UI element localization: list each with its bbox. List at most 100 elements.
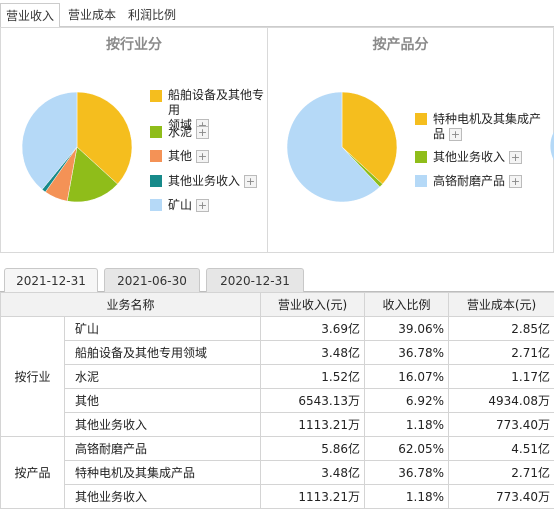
row-cost: 4.51亿 (448, 436, 554, 461)
legend-item-special-motor[interactable]: 特种电机及其集成产 品 + (433, 112, 541, 142)
legend-swatch (150, 126, 162, 138)
row-ratio: 36.78% (364, 340, 450, 365)
legend-label: 船舶设备及其他专用 (168, 88, 265, 117)
row-name: 其他业务收入 (63, 484, 262, 509)
table-header-row: 业务名称 营业收入(元) 收入比例 营业成本(元) (0, 292, 554, 317)
row-ratio: 6.92% (364, 388, 450, 413)
legend-item-high-chrome[interactable]: 高铬耐磨产品 + (433, 174, 523, 189)
tab-date-2021-06-30[interactable]: 2021-06-30 (104, 268, 200, 292)
legend-item-other[interactable]: 其他 + (168, 149, 210, 164)
legend-label: 其他 (168, 149, 193, 163)
legend-label: 高铬耐磨产品 (433, 174, 506, 188)
legend-label: 其他业务收入 (168, 174, 241, 188)
report-date-tab-bar: 2021-12-31 2021-06-30 2020-12-31 (0, 266, 554, 292)
row-cost: 1.17亿 (448, 364, 554, 389)
tab-cost[interactable]: 营业成本 (67, 8, 116, 22)
row-revenue: 3.69亿 (260, 316, 366, 341)
legend-swatch (415, 151, 427, 163)
legend-item-other-business[interactable]: 其他业务收入 + (433, 150, 523, 165)
table-row: 按产品 高铬耐磨产品 5.86亿 62.05% 4.51亿 (0, 436, 554, 509)
tab-revenue[interactable]: 营业收入 (0, 3, 60, 28)
row-ratio: 39.06% (364, 316, 450, 341)
row-name: 其他业务收入 (63, 412, 262, 437)
header-business-name: 业务名称 (0, 292, 262, 317)
header-cost[interactable]: 营业成本(元) (448, 292, 554, 317)
legend-label: 其他业务收入 (433, 150, 506, 164)
legend-swatch (150, 90, 162, 102)
legend-label: 特种电机及其集成产 (433, 112, 542, 126)
tab-profit-ratio[interactable]: 利润比例 (127, 8, 176, 22)
product-pie-chart (286, 91, 398, 203)
row-revenue: 1.52亿 (260, 364, 366, 389)
row-ratio: 36.78% (364, 460, 450, 485)
row-cost: 2.71亿 (448, 460, 554, 485)
table-row: 特种电机及其集成产品 3.48亿 36.78% 2.71亿 (1, 460, 554, 485)
legend-swatch (415, 175, 427, 187)
header-revenue[interactable]: 营业收入(元) (260, 292, 366, 317)
expand-icon[interactable]: + (196, 150, 210, 163)
pie-slice[interactable] (21, 91, 78, 190)
legend-swatch (150, 150, 162, 162)
legend-swatch (150, 175, 162, 187)
row-name: 高铬耐磨产品 (63, 436, 262, 461)
expand-icon[interactable]: + (244, 175, 258, 188)
row-revenue: 3.48亿 (260, 460, 366, 485)
expand-icon[interactable]: + (449, 128, 463, 141)
legend-label: 水泥 (168, 125, 193, 139)
group-label-industry: 按行业 (0, 316, 65, 437)
expand-icon[interactable]: + (509, 175, 523, 188)
pie-slice[interactable] (66, 146, 118, 203)
panel-title-product: 按产品分 (372, 37, 429, 53)
row-ratio: 1.18% (364, 484, 450, 509)
row-cost: 773.40万 (448, 412, 554, 437)
product-chart-panel: 按产品分 特种电机及其集成产 品 + 其他业务收入 + 高铬耐磨产品 + (267, 27, 554, 253)
group-label-product: 按产品 (0, 436, 65, 509)
legend-item-mining[interactable]: 矿山 + (168, 198, 210, 213)
table-row: 船舶设备及其他专用领域 3.48亿 36.78% 2.71亿 (1, 340, 554, 365)
table-row: 按行业 矿山 3.69亿 39.06% 2.85亿 (0, 316, 554, 437)
expand-icon[interactable]: + (196, 199, 210, 212)
tab-date-2021-12-31[interactable]: 2021-12-31 (4, 268, 98, 292)
row-name: 其他 (63, 388, 262, 413)
row-revenue: 1113.21万 (260, 484, 366, 509)
row-ratio: 16.07% (364, 364, 450, 389)
legend-swatch (150, 199, 162, 211)
table-row: 其他 6543.13万 6.92% 4934.08万 (1, 388, 554, 413)
top-tab-bar: 营业收入 营业成本 利润比例 (0, 0, 554, 28)
header-ratio[interactable]: 收入比例 (364, 292, 450, 317)
pie-slice[interactable] (76, 91, 133, 185)
business-composition-table: 业务名称 营业收入(元) 收入比例 营业成本(元) 按行业 矿山 3.69亿 3… (0, 292, 554, 509)
row-revenue: 3.48亿 (260, 340, 366, 365)
row-cost: 773.40万 (448, 484, 554, 509)
legend-swatch (415, 113, 427, 125)
row-cost: 4934.08万 (448, 388, 554, 413)
legend-item-cement[interactable]: 水泥 + (168, 125, 210, 140)
industry-pie-chart (21, 91, 133, 203)
expand-icon[interactable]: + (509, 151, 523, 164)
table-row: 其他业务收入 1113.21万 1.18% 773.40万 (1, 412, 554, 437)
pie-slice[interactable] (286, 91, 381, 203)
legend-item-other-business[interactable]: 其他业务收入 + (168, 174, 258, 189)
row-cost: 2.71亿 (448, 340, 554, 365)
row-revenue: 5.86亿 (260, 436, 366, 461)
tab-date-2020-12-31[interactable]: 2020-12-31 (206, 268, 304, 292)
row-name: 特种电机及其集成产品 (63, 460, 262, 485)
expand-icon[interactable]: + (196, 126, 210, 139)
row-revenue: 6543.13万 (260, 388, 366, 413)
row-cost: 2.85亿 (448, 316, 554, 341)
panel-title-industry: 按行业分 (106, 37, 162, 53)
next-chart-edge (550, 131, 554, 161)
table-row: 其他业务收入 1113.21万 1.18% 773.40万 (1, 484, 554, 509)
pie-slice[interactable] (341, 91, 398, 185)
legend-label: 领域 (168, 118, 193, 132)
row-name: 水泥 (63, 364, 262, 389)
industry-chart-panel: 按行业分 船舶设备及其他专用 领域+ 水泥+ 其他+ 其他业务收入+ 矿山+ (0, 27, 268, 253)
legend-label: 品 (433, 127, 446, 141)
row-ratio: 62.05% (364, 436, 450, 461)
legend-label: 矿山 (168, 198, 193, 212)
row-name: 矿山 (63, 316, 262, 341)
row-name: 船舶设备及其他专用领域 (63, 340, 262, 365)
table-row: 水泥 1.52亿 16.07% 1.17亿 (1, 364, 554, 389)
row-ratio: 1.18% (364, 412, 450, 437)
row-revenue: 1113.21万 (260, 412, 366, 437)
